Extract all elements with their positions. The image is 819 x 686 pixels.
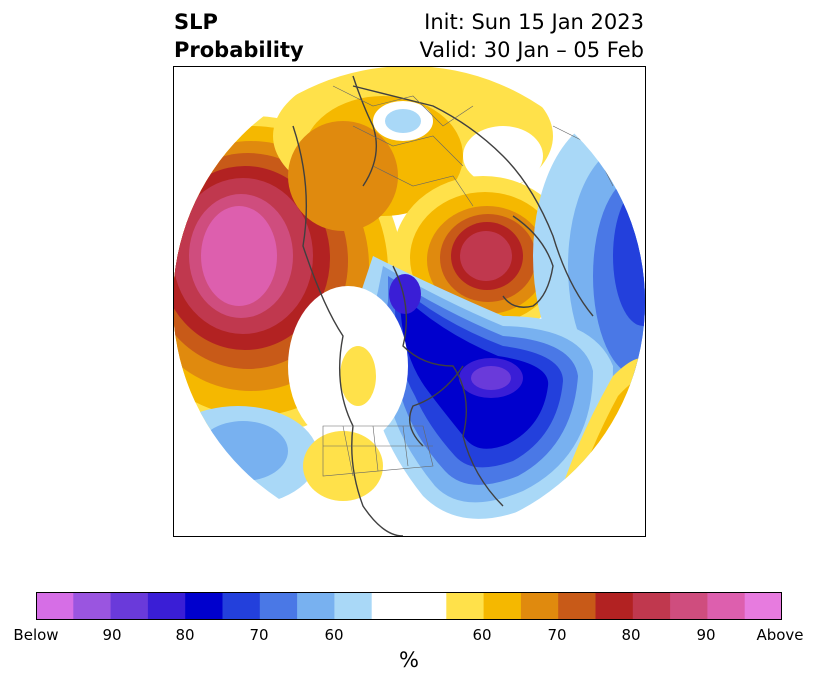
colorbar-segment bbox=[707, 592, 746, 620]
map-title: SLP Probability bbox=[174, 8, 304, 64]
tick-above-70: 70 bbox=[547, 626, 567, 644]
colorbar bbox=[36, 592, 782, 620]
tick-below: Below bbox=[13, 626, 59, 644]
colorbar-segment bbox=[483, 592, 522, 620]
colorbar-frame bbox=[36, 592, 782, 620]
colorbar-segment bbox=[558, 592, 596, 620]
tick-below-80: 80 bbox=[175, 626, 195, 644]
tick-below-90: 90 bbox=[102, 626, 122, 644]
eurasia-above-anomaly bbox=[273, 66, 553, 231]
colorbar-segment bbox=[371, 592, 447, 620]
colorbar-segment bbox=[110, 592, 149, 620]
colorbar-segment bbox=[147, 592, 186, 620]
tick-above: Above bbox=[756, 626, 804, 644]
title-variable: SLP bbox=[174, 10, 218, 34]
valid-range: Valid: 30 Jan – 05 Feb bbox=[419, 38, 644, 62]
colorbar-segment bbox=[744, 592, 782, 620]
colorbar-segment bbox=[36, 592, 74, 620]
tick-above-60: 60 bbox=[472, 626, 492, 644]
colorbar-segment bbox=[222, 592, 261, 620]
colorbar-segment bbox=[259, 592, 298, 620]
coastlines bbox=[292, 75, 594, 537]
colorbar-segment bbox=[297, 592, 335, 620]
colorbar-segment bbox=[632, 592, 671, 620]
tick-below-70: 70 bbox=[249, 626, 269, 644]
arctic-below-anomaly bbox=[355, 256, 613, 519]
colorbar-segment bbox=[334, 592, 373, 620]
init-date: Init: Sun 15 Jan 2023 bbox=[424, 10, 644, 34]
colorbar-segment bbox=[73, 592, 112, 620]
tick-above-80: 80 bbox=[621, 626, 641, 644]
colorbar-segment bbox=[595, 592, 634, 620]
tick-above-90: 90 bbox=[696, 626, 716, 644]
colorbar-unit: % bbox=[399, 648, 419, 672]
colorbar-segment bbox=[520, 592, 559, 620]
map-frame bbox=[173, 66, 646, 537]
colorbar-segment bbox=[185, 592, 223, 620]
title-field: Probability bbox=[174, 38, 304, 62]
colorbar-segment bbox=[670, 592, 708, 620]
colorbar-segment bbox=[446, 592, 485, 620]
tick-below-60: 60 bbox=[324, 626, 344, 644]
probability-map bbox=[173, 66, 646, 537]
map-subtitle: Init: Sun 15 Jan 2023 Valid: 30 Jan – 05… bbox=[419, 8, 644, 64]
